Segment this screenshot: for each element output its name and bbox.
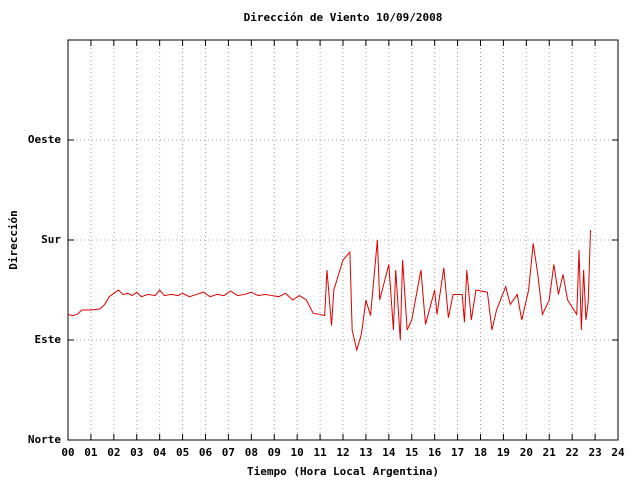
x-tick-label: 04 <box>153 446 167 459</box>
x-tick-label: 13 <box>359 446 372 459</box>
x-tick-label: 18 <box>474 446 487 459</box>
x-tick-label: 01 <box>84 446 98 459</box>
x-tick-label: 11 <box>313 446 327 459</box>
x-axis-label: Tiempo (Hora Local Argentina) <box>247 465 439 478</box>
y-axis-label: Dirección <box>7 210 20 270</box>
x-tick-label: 22 <box>566 446 579 459</box>
chart-title: Dirección de Viento 10/09/2008 <box>244 11 443 24</box>
y-tick-label: Sur <box>41 233 61 246</box>
x-tick-label: 05 <box>176 446 189 459</box>
x-tick-label: 15 <box>405 446 418 459</box>
x-tick-label: 10 <box>291 446 304 459</box>
y-tick-label: Oeste <box>28 133 61 146</box>
x-tick-label: 00 <box>61 446 74 459</box>
x-tick-label: 17 <box>451 446 464 459</box>
x-tick-label: 06 <box>199 446 213 459</box>
x-tick-label: 23 <box>588 446 601 459</box>
y-tick-label: Norte <box>28 433 61 446</box>
data-line <box>67 229 591 352</box>
plot-border <box>67 39 619 441</box>
y-tick-label: Este <box>35 333 62 346</box>
x-tick-label: 19 <box>497 446 510 459</box>
x-tick-label: 09 <box>268 446 281 459</box>
x-tick-label: 02 <box>107 446 120 459</box>
x-tick-label: 24 <box>611 446 625 459</box>
x-tick-label: 16 <box>428 446 442 459</box>
x-tick-label: 03 <box>130 446 143 459</box>
x-tick-label: 20 <box>520 446 533 459</box>
x-tick-label: 14 <box>382 446 396 459</box>
x-tick-label: 12 <box>336 446 349 459</box>
x-tick-label: 07 <box>222 446 235 459</box>
x-tick-label: 08 <box>245 446 258 459</box>
x-tick-label: 21 <box>543 446 557 459</box>
